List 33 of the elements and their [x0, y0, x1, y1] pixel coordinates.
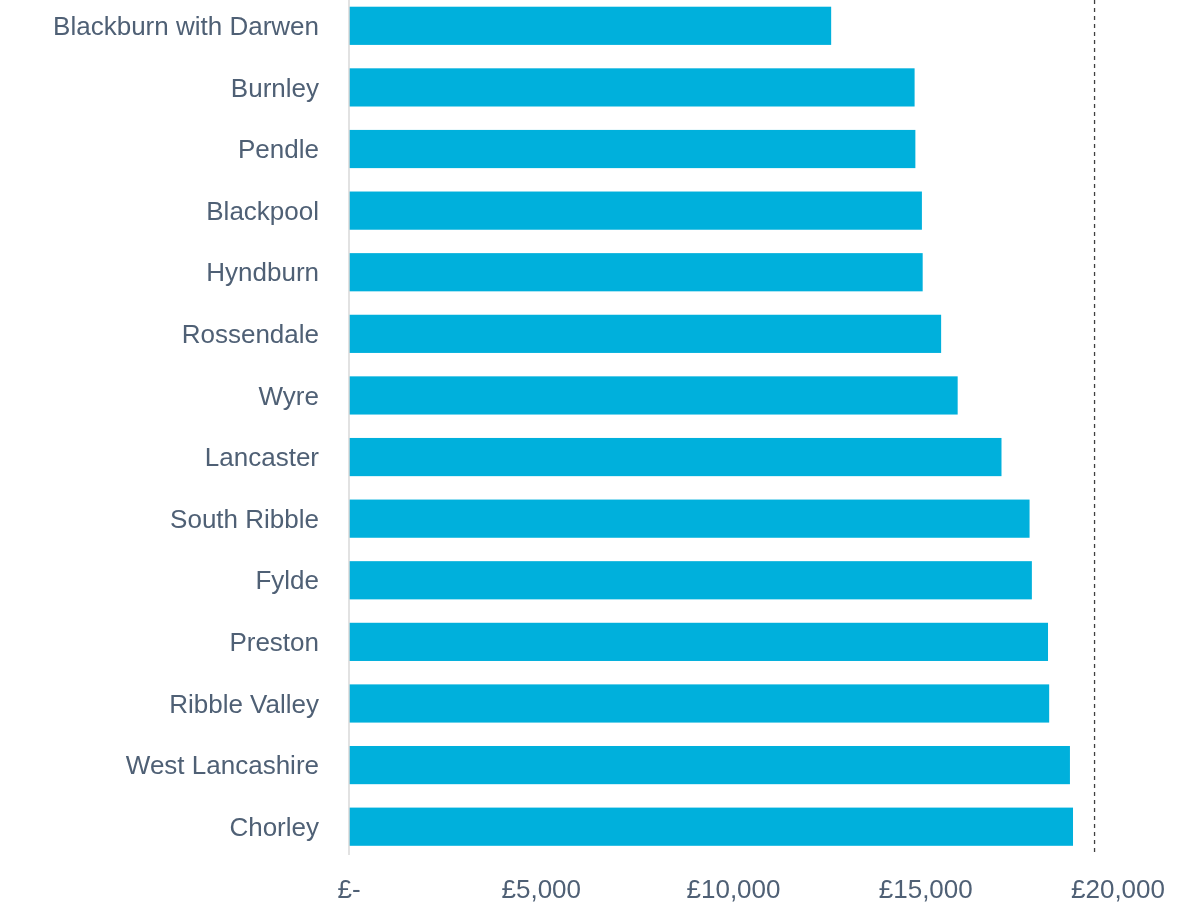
- x-tick-label: £-: [337, 874, 361, 904]
- x-tick-label: £5,000: [501, 874, 582, 904]
- x-tick-label: £15,000: [878, 874, 973, 904]
- x-tick-label: £20,000: [1071, 874, 1165, 904]
- y-tick-label: Preston: [229, 626, 319, 657]
- y-tick-label: West Lancashire: [125, 750, 319, 781]
- bar: [349, 68, 915, 107]
- y-tick-label: Blackpool: [206, 195, 319, 226]
- y-tick-label: Hyndburn: [206, 257, 319, 288]
- y-tick-label: Burnley: [230, 72, 319, 103]
- bar: [349, 191, 922, 230]
- bar: [349, 6, 832, 45]
- bar: [349, 129, 916, 169]
- bar: [349, 745, 1070, 785]
- y-tick-label: Chorley: [229, 811, 319, 842]
- bar: [349, 314, 942, 353]
- y-tick-label: South Ribble: [170, 503, 319, 534]
- bar: [349, 499, 1030, 538]
- bar: [349, 622, 1049, 661]
- bar: [349, 437, 1002, 477]
- x-tick-label: £10,000: [686, 874, 781, 904]
- bar: [349, 376, 958, 415]
- y-tick-label: Wyre: [258, 380, 319, 411]
- y-tick-label: Fylde: [255, 565, 319, 596]
- bar: [349, 561, 1032, 600]
- bar: [349, 684, 1050, 723]
- y-tick-label: Rossendale: [181, 318, 319, 349]
- y-tick-label: Ribble Valley: [169, 688, 319, 719]
- y-tick-label: Lancaster: [204, 442, 320, 473]
- bar: [349, 807, 1074, 846]
- y-tick-label: Blackburn with Darwen: [53, 10, 319, 41]
- y-tick-label: Pendle: [238, 134, 319, 165]
- bar: [349, 253, 923, 292]
